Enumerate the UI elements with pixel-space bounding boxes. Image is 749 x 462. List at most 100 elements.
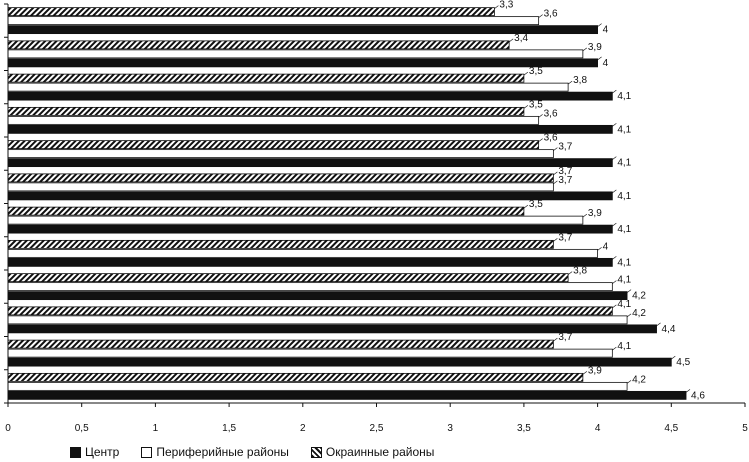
bar-center [7,158,613,168]
x-tick-label: 2,5 [370,423,384,434]
label-leader-line [626,380,632,384]
data-label-center: 4,1 [617,191,631,202]
data-label-outskirts: 3,5 [529,199,543,210]
label-leader-line [597,23,602,27]
data-labels: 3,33,643,43,943,53,84,13,53,64,13,63,74,… [494,0,705,401]
bar-peripheral [7,82,569,92]
legend-swatch-outskirts [310,446,322,458]
label-leader-line [538,114,543,118]
data-label-peripheral: 3,9 [588,208,602,219]
data-label-center: 4,1 [617,124,631,135]
legend-label-outskirts: Окраинные районы [325,445,435,459]
label-leader-line [567,271,573,275]
bar-outskirts [7,173,554,183]
legend: Центр Периферийные районы Окраинные райо… [70,444,434,460]
data-label-outskirts: 3,6 [544,133,558,144]
data-label-peripheral: 3,6 [544,108,558,119]
x-tick-label: 4 [595,423,601,434]
label-leader-line [612,256,617,260]
bar-outskirts [7,239,554,249]
bar-outskirts [7,40,510,50]
bar-center [7,390,687,400]
data-label-outskirts: 3,7 [558,232,572,243]
bar-peripheral [7,149,554,159]
label-leader-line [523,204,529,209]
bar-center [7,357,672,367]
bar-outskirts [7,106,525,116]
x-tick-label: 0 [5,423,11,434]
x-tick-label: 3,5 [517,423,531,434]
label-leader-line [612,222,617,227]
label-leader-line [685,389,691,393]
data-label-peripheral: 3,7 [558,142,572,153]
label-leader-line [612,156,617,160]
data-label-center: 4,1 [617,224,631,235]
bar-peripheral [7,248,598,258]
data-label-peripheral: 3,9 [588,42,602,53]
legend-item-outskirts: Окраинные районы [310,445,435,459]
bar-peripheral [7,215,584,225]
data-label-peripheral: 3,7 [558,175,572,186]
data-label-peripheral: 4,1 [617,275,631,286]
label-leader-line [553,337,558,342]
bar-center [7,58,598,68]
bar-outskirts [7,306,613,316]
bar-outskirts [7,140,540,150]
label-leader-line [523,71,529,76]
data-label-outskirts: 3,9 [588,365,602,376]
label-leader-line [538,138,543,142]
bar-center [7,91,613,101]
data-label-outskirts: 3,3 [499,0,513,11]
label-leader-line [553,147,558,151]
label-leader-line [612,189,617,194]
bar-peripheral [7,49,584,59]
label-leader-line [597,56,602,61]
x-tick-label: 3 [447,423,453,434]
bar-peripheral [7,381,628,391]
label-leader-line [582,47,588,52]
bar-center [7,224,613,234]
bar-peripheral [7,16,540,26]
data-label-outskirts: 3,5 [529,99,543,110]
x-tick-label: 1 [153,423,159,434]
label-leader-line [553,238,558,242]
axes: 0 0,5 1 1,5 2 2,5 3 3,5 4 4,5 5 [4,3,748,434]
legend-item-peripheral: Периферийные районы [141,445,289,459]
data-label-center: 4,1 [617,91,631,102]
data-label-outskirts: 3,8 [573,266,587,277]
x-tick-label: 2 [300,423,306,434]
x-tick-label: 0,5 [75,423,89,434]
data-label-outskirts: 3,4 [514,33,528,44]
label-leader-line [567,80,573,85]
bar-outskirts [7,206,525,216]
data-label-center: 4,6 [691,390,705,401]
data-label-peripheral: 4 [603,241,609,252]
x-tick-label: 5 [742,423,748,434]
label-leader-line [582,213,588,218]
data-label-center: 4,2 [632,291,646,302]
bar-center [7,25,598,35]
bar-outskirts [7,73,525,83]
label-leader-line [671,355,676,360]
data-label-center: 4,5 [676,357,690,368]
data-label-outskirts: 4,1 [617,299,631,310]
bar-center [7,124,613,134]
label-leader-line [538,14,543,18]
label-leader-line [612,89,617,94]
data-label-center: 4,1 [617,257,631,268]
label-leader-line [508,38,514,43]
label-leader-line [612,304,617,309]
bar-center [7,191,613,201]
legend-swatch-center [70,446,81,458]
bar-outskirts [7,7,495,17]
x-tick-label: 1,5 [222,423,236,434]
data-label-peripheral: 4,1 [617,341,631,352]
bar-outskirts [7,273,569,283]
bar-peripheral [7,348,613,358]
data-label-peripheral: 4,2 [632,308,646,319]
bar-peripheral [7,282,613,292]
label-leader-line [656,322,661,327]
data-label-center: 4 [603,25,609,36]
label-leader-line [553,171,558,176]
label-leader-line [612,346,617,351]
